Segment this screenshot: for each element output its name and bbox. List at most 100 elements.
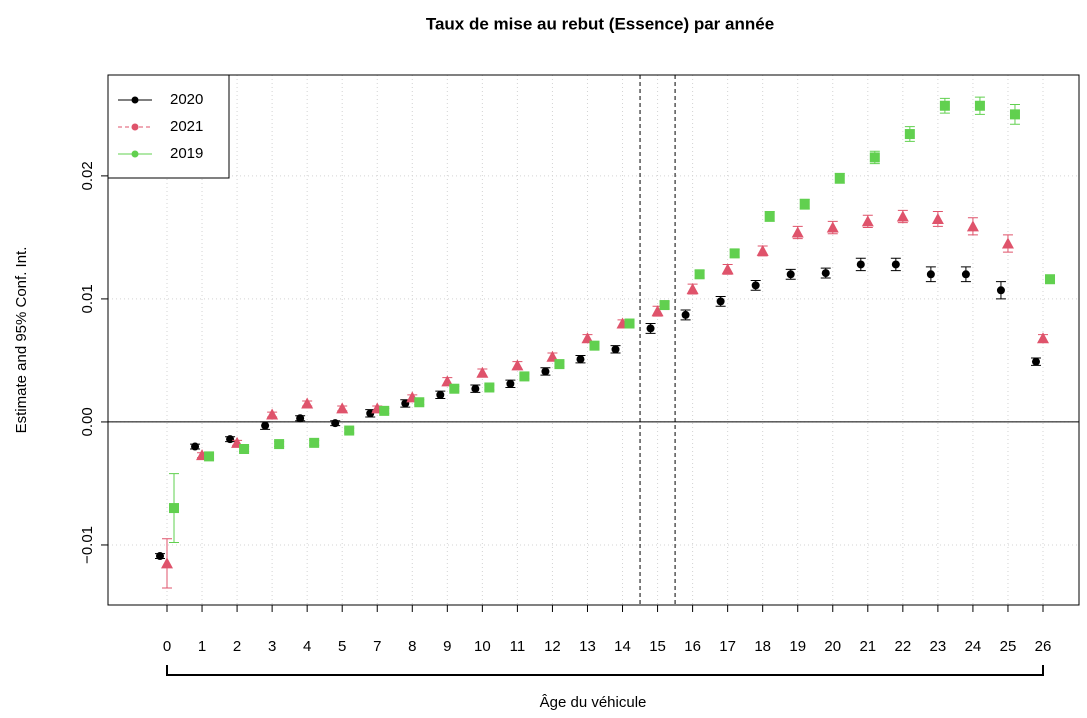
point (471, 384, 480, 393)
point (764, 211, 775, 222)
point (856, 260, 865, 269)
point (476, 366, 489, 378)
x-tick-label: 0 (163, 638, 171, 655)
point (366, 409, 375, 418)
x-tick-label: 2 (233, 638, 241, 655)
point (791, 226, 804, 238)
point (926, 270, 935, 279)
point (651, 305, 664, 317)
point (554, 359, 565, 370)
x-tick-label: 19 (789, 638, 806, 655)
point (239, 444, 250, 455)
legend-label: 2021 (170, 118, 203, 135)
x-tick-label: 12 (544, 638, 561, 655)
point (301, 397, 314, 409)
point (331, 419, 340, 428)
point (296, 414, 305, 423)
point (484, 382, 495, 393)
point (799, 199, 810, 210)
point (974, 100, 985, 111)
y-axis-label: Estimate and 95% Conf. Int. (13, 247, 30, 434)
point (576, 355, 585, 364)
point (646, 324, 655, 333)
x-tick-label: 21 (859, 638, 876, 655)
x-tick-label: 1 (198, 638, 206, 655)
x-tick-label: 13 (579, 638, 596, 655)
point (869, 152, 880, 163)
point (966, 220, 979, 232)
point (191, 442, 200, 451)
x-tick-label: 17 (719, 638, 736, 655)
point (756, 244, 769, 256)
legend-marker (131, 150, 139, 158)
point (546, 350, 559, 362)
x-tick-label: 9 (443, 638, 451, 655)
point (506, 379, 515, 388)
point (751, 281, 760, 290)
point (861, 215, 874, 227)
point (261, 421, 270, 430)
point (336, 402, 349, 414)
point (939, 100, 950, 111)
point (309, 437, 320, 448)
x-tick-label: 20 (824, 638, 841, 655)
x-tick-label: 26 (1035, 638, 1052, 655)
point (904, 129, 915, 140)
x-tick-label: 4 (303, 638, 311, 655)
point (1045, 274, 1056, 285)
point (931, 212, 944, 224)
point (961, 270, 970, 279)
point (996, 286, 1005, 295)
point (681, 310, 690, 319)
x-tick-label: 24 (965, 638, 982, 655)
point (155, 552, 164, 561)
point (414, 397, 425, 408)
point (344, 425, 355, 436)
point (1037, 332, 1049, 344)
point (204, 451, 215, 462)
x-bracket (166, 665, 1044, 676)
y-tick-label: 0.00 (79, 407, 96, 436)
y-tick-label: 0.02 (79, 161, 96, 190)
x-tick-label: 14 (614, 638, 631, 655)
point (686, 283, 699, 295)
x-tick-label: 23 (930, 638, 947, 655)
point (379, 405, 390, 416)
point (821, 269, 830, 278)
point (729, 248, 740, 259)
x-tick-label: 25 (1000, 638, 1017, 655)
point (161, 557, 173, 569)
point (519, 371, 530, 382)
legend-label: 2019 (170, 145, 203, 162)
point (891, 260, 900, 269)
x-tick-label: 3 (268, 638, 276, 655)
point (169, 503, 180, 514)
point (266, 408, 279, 420)
point (226, 435, 235, 444)
point (581, 332, 594, 344)
x-tick-label: 7 (373, 638, 381, 655)
legend-marker (131, 123, 139, 131)
point (834, 173, 845, 184)
chart-title: Taux de mise au rebut (Essence) par anné… (426, 14, 774, 33)
x-tick-label: 15 (649, 638, 666, 655)
point (786, 270, 795, 279)
point (436, 390, 445, 399)
point (449, 383, 460, 394)
point (624, 318, 635, 329)
x-tick-label: 18 (754, 638, 771, 655)
x-tick-label: 22 (894, 638, 911, 655)
legend-marker (131, 96, 139, 104)
x-tick-label: 10 (474, 638, 491, 655)
point (826, 221, 839, 233)
x-tick-label: 8 (408, 638, 416, 655)
x-tick-label: 11 (510, 638, 526, 655)
plot-frame (107, 74, 1080, 606)
point (716, 297, 725, 306)
point (611, 345, 620, 354)
point (511, 359, 524, 371)
point (896, 210, 909, 222)
point (274, 439, 285, 450)
point (589, 340, 600, 351)
